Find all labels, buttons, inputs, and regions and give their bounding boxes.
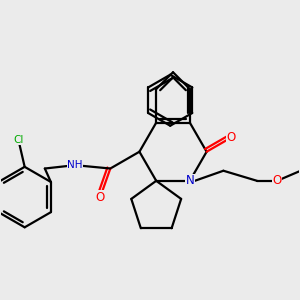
Text: Cl: Cl	[13, 135, 24, 145]
Text: N: N	[185, 174, 194, 187]
Text: O: O	[272, 174, 282, 187]
Text: NH: NH	[67, 160, 83, 170]
Text: O: O	[227, 131, 236, 144]
Text: O: O	[96, 190, 105, 204]
